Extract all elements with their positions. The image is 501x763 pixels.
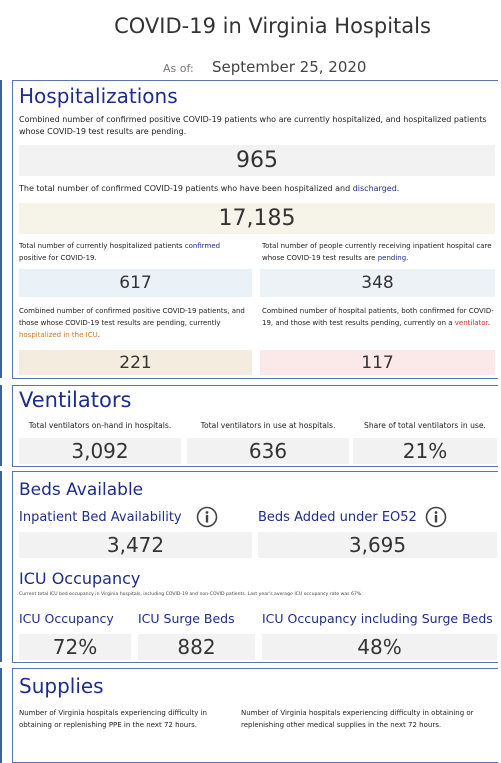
description: Total number of currently hospitalized p… <box>19 240 244 264</box>
edge <box>0 668 2 763</box>
edge <box>0 385 2 466</box>
section-title: Hospitalizations <box>19 84 178 108</box>
edge <box>0 80 2 378</box>
edge <box>0 471 2 662</box>
description: Combined number of confirmed positive CO… <box>19 305 254 341</box>
text-segment: discharged <box>352 184 397 193</box>
section-title: Supplies <box>19 674 104 698</box>
description: Number of Virginia hospitals experiencin… <box>19 709 207 729</box>
value: 48% <box>262 634 497 660</box>
text-segment: . <box>406 254 409 262</box>
label: Total ventilators in use at hospitals. <box>200 421 336 430</box>
label: ICU Occupancy including Surge Beds <box>262 611 493 626</box>
text-segment: pending <box>377 254 407 262</box>
section-title: Ventilators <box>19 388 132 412</box>
value: 21% <box>353 438 497 464</box>
label: Share of total ventilators in use. <box>364 421 486 430</box>
value: 72% <box>19 634 131 660</box>
section-title: Beds Available <box>19 480 144 500</box>
text-segment: Total number of currently hospitalized p… <box>19 242 185 250</box>
description: The total number of confirmed COVID-19 p… <box>19 183 495 195</box>
info-icon[interactable] <box>196 506 218 528</box>
label: Beds Added under EO52 <box>258 510 417 525</box>
text-segment: . <box>396 184 400 193</box>
value: 3,092 <box>19 438 181 464</box>
as-of-date: September 25, 2020 <box>212 58 367 76</box>
value: 636 <box>187 438 349 464</box>
value: 348 <box>260 269 495 297</box>
value: 117 <box>260 350 495 375</box>
text-segment: Combined number of confirmed positive CO… <box>19 307 245 327</box>
value: 17,185 <box>19 203 495 234</box>
value: 221 <box>19 350 252 375</box>
text-segment: ventilator <box>454 319 488 327</box>
ventilators-panel <box>12 385 498 467</box>
value: 965 <box>19 145 495 176</box>
value: 617 <box>19 269 252 297</box>
text-segment: hospitalized in the ICU <box>19 331 98 339</box>
text-segment: confirmed <box>184 242 221 250</box>
section-subtitle: ICU Occupancy <box>19 569 141 588</box>
description: Combined number of hospital patients, bo… <box>262 305 497 329</box>
label: ICU Occupancy <box>19 611 114 626</box>
text-segment: . <box>487 319 491 327</box>
beds-panel <box>12 471 498 663</box>
value: 882 <box>138 634 255 660</box>
text-segment: The total number of confirmed COVID-19 p… <box>19 184 353 193</box>
note: Current total ICU bed occupancy in Virgi… <box>19 592 363 597</box>
label: ICU Surge Beds <box>138 611 235 626</box>
description: Combined number of confirmed positive CO… <box>19 114 489 138</box>
as-of-label: As of: <box>163 62 194 75</box>
page-title: COVID-19 in Virginia Hospitals <box>114 14 431 38</box>
label: Total ventilators on-hand in hospitals. <box>28 421 172 430</box>
text-segment: . <box>97 331 100 339</box>
text-segment: Combined number of confirmed positive CO… <box>19 115 487 136</box>
description: Total number of people currently receivi… <box>262 240 497 264</box>
description: Number of Virginia hospitals experiencin… <box>241 709 474 729</box>
info-icon[interactable] <box>425 506 447 528</box>
value: 3,695 <box>258 532 497 558</box>
text-segment: Total number of people currently receivi… <box>262 242 492 262</box>
text-segment: Combined number of hospital patients, bo… <box>262 307 494 327</box>
value: 3,472 <box>19 532 252 558</box>
hospitalizations-panel <box>12 80 498 379</box>
text-segment: positive for COVID-19. <box>19 254 97 262</box>
label: Inpatient Bed Availability <box>19 510 182 525</box>
